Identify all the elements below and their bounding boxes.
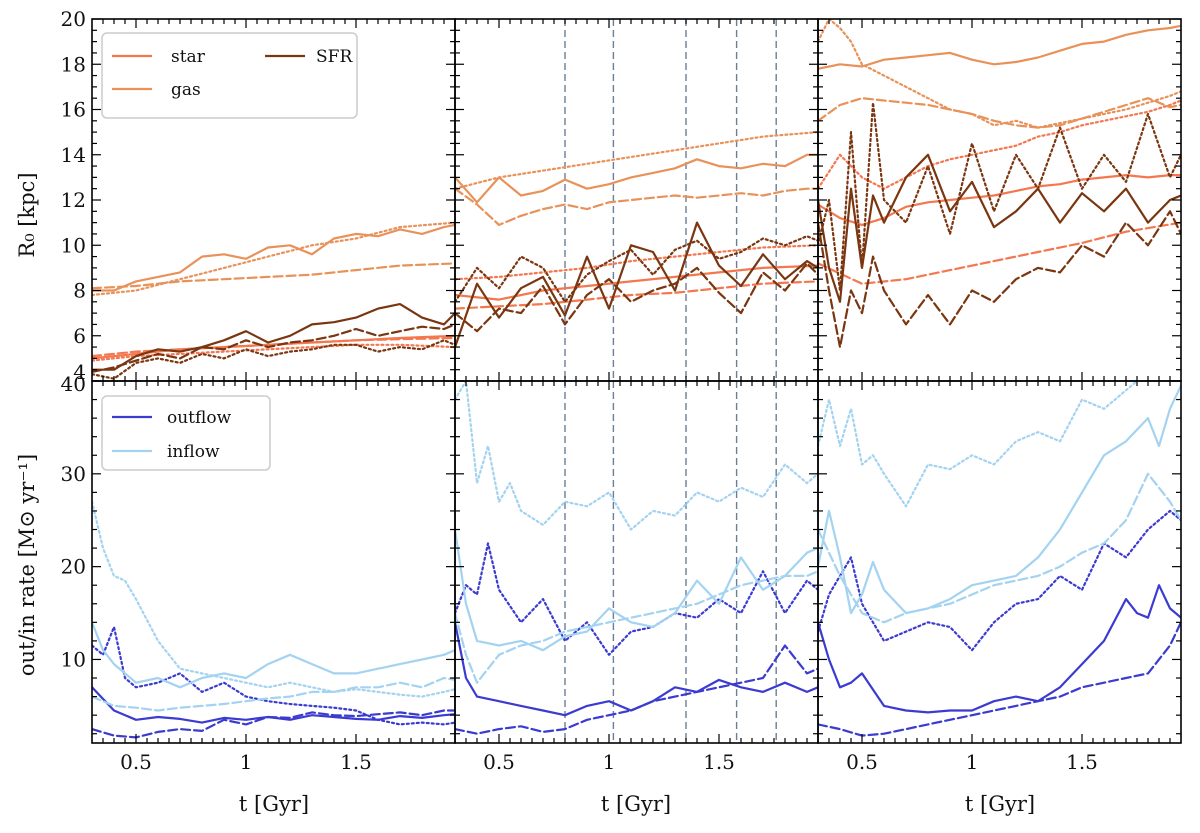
panel-frame [817, 380, 1182, 744]
panel-bottom-right [818, 381, 1181, 737]
series-inflow-dashed [92, 676, 455, 712]
panel-bottom-left [92, 500, 455, 739]
series-inflow-dashed [818, 472, 1181, 624]
y-tick-label: 10 [61, 647, 86, 671]
series-star-dashed [818, 221, 1181, 285]
series-sfr-dashed [818, 210, 1181, 349]
series-gas-dashed [92, 262, 455, 290]
legend-top: star gas SFR [101, 32, 358, 119]
x-tick-label: 1 [603, 750, 616, 774]
series-inflow-solid [818, 384, 1181, 615]
legend-label-inflow: inflow [167, 442, 220, 462]
series-inflow-dotted [92, 500, 455, 698]
legend-label-outflow: outflow [167, 408, 232, 428]
y-tick-label: 6 [73, 324, 86, 348]
y-tick-label: 20 [61, 7, 86, 31]
y-tick-label: 40 [61, 372, 86, 396]
series-gas-solid [455, 153, 818, 204]
series-sfr-solid [455, 221, 818, 349]
panel-top-middle [455, 19, 818, 381]
y-tick-label: 4 [73, 360, 86, 384]
panel-top-left [92, 221, 455, 380]
series-gas-dotted [455, 131, 818, 190]
y-tick-label: 12 [61, 188, 86, 212]
legend-top-box [101, 32, 358, 119]
y-axis-label-bottom: out/in rate [M⊙ yr⁻¹] [15, 454, 39, 676]
y-axis-label-top: R₀ [kpc] [15, 172, 39, 257]
series-inflow-dashed [455, 570, 818, 684]
series-sfr-dotted [455, 235, 818, 303]
x-tick-label: 0.5 [483, 750, 515, 774]
series-outflow-dotted [92, 625, 455, 726]
x-axis-label-middle: t [Gyr] [601, 792, 671, 816]
series-outflow-dotted [455, 542, 818, 656]
plots [92, 19, 1181, 743]
series-outflow-solid [818, 584, 1181, 714]
series-outflow-dashed [818, 621, 1181, 737]
x-axis-label-left: t [Gyr] [239, 792, 309, 816]
x-tick-label: 1.5 [1066, 750, 1098, 774]
y-tick-label: 20 [61, 555, 86, 579]
series-gas-solid [92, 223, 455, 292]
y-tick-label: 18 [61, 52, 86, 76]
series-sfr-solid [92, 303, 455, 371]
series-sfr-dotted [92, 339, 455, 380]
series-outflow-solid [455, 621, 818, 717]
series-gas-solid [818, 24, 1181, 70]
legend-label-star: star [171, 47, 206, 67]
series-star-dashed [455, 280, 818, 310]
panel-bottom-middle [455, 381, 818, 743]
x-tick-label: 1.5 [340, 750, 372, 774]
x-tick-label: 0.5 [120, 750, 152, 774]
legend-label-sfr: SFR [316, 47, 353, 67]
legend-label-gas: gas [171, 80, 201, 100]
y-tick-label: 16 [61, 98, 86, 122]
panel-top-right [818, 19, 1181, 349]
series-star-dotted [455, 244, 818, 281]
series-gas-dashed [455, 187, 818, 226]
y-tick-label: 14 [61, 143, 86, 167]
series-gas-dotted [818, 19, 1181, 129]
x-tick-label: 1 [966, 750, 979, 774]
series-gas-dashed [818, 97, 1181, 129]
x-axis-label-right: t [Gyr] [965, 792, 1035, 816]
series-inflow-dotted [818, 381, 1139, 508]
y-tick-label: 10 [61, 233, 86, 257]
y-tick-label: 30 [61, 462, 86, 486]
series-outflow-dashed [455, 644, 818, 735]
x-tick-label: 1.5 [703, 750, 735, 774]
x-tick-label: 1 [240, 750, 253, 774]
series-gas-dotted [92, 221, 455, 297]
panel-frame [454, 380, 819, 744]
series-inflow-dotted [455, 381, 818, 531]
series-sfr-solid [818, 153, 1181, 303]
x-tick-label: 0.5 [846, 750, 878, 774]
series-inflow-solid [92, 621, 455, 689]
series-outflow-dotted [818, 509, 1181, 652]
y-tick-label: 8 [73, 279, 86, 303]
series-sfr-dashed [455, 262, 818, 333]
series-outflow-dashed [92, 709, 455, 739]
series-sfr-dotted [818, 101, 1181, 292]
series-inflow-solid [455, 528, 818, 652]
series-sfr-dashed [92, 323, 455, 373]
series-star-solid [818, 174, 1181, 226]
series-outflow-solid [92, 686, 455, 724]
series-star-dotted [818, 99, 1181, 190]
legend-bottom: outflow inflow [101, 395, 271, 471]
frames: 4 6 8 10 12 14 16 18 20 0.5 1 1.5 10 20 30 40 0.5 1 1.5 0.5… [61, 7, 1182, 774]
